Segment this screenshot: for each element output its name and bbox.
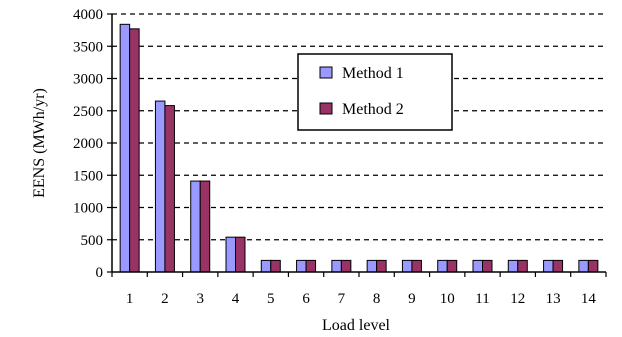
bar-series-2-cat-11 [482,259,493,273]
x-tick-label-10: 10 [440,291,455,307]
y-axis-label: EENS (MWh/yr) [31,88,48,198]
x-tick-label-2: 2 [161,291,169,307]
legend-swatch-method-2 [319,102,333,115]
bars [119,23,599,273]
x-tick-label-1: 1 [126,291,134,307]
bar-series-1-cat-9 [401,259,413,273]
x-tick-label-12: 12 [510,291,525,307]
bar-series-2-cat-10 [446,259,458,273]
y-tick-label-3500: 3500 [73,39,103,55]
bar-series-1-cat-3 [190,180,201,273]
x-tick-label-6: 6 [302,291,310,307]
bar-series-2-cat-13 [552,259,564,273]
legend-swatch-method-1 [319,66,333,79]
bar-series-2-cat-1 [129,28,140,273]
bar-series-1-cat-13 [543,259,554,273]
bar-series-2-cat-4 [235,236,246,273]
bar-series-2-cat-8 [376,259,387,273]
y-tick-label-2000: 2000 [73,136,103,152]
bar-series-1-cat-4 [225,236,236,273]
bar-series-2-cat-14 [587,259,599,273]
y-tick-label-1500: 1500 [73,168,103,184]
legend-label-method-2: Method 2 [342,101,404,118]
x-tick-label-8: 8 [373,291,381,307]
bar-series-1-cat-6 [296,259,307,273]
bar-series-2-cat-12 [517,259,528,273]
x-tick-label-13: 13 [546,291,561,307]
x-tick-label-14: 14 [581,291,597,307]
y-tick-label-0: 0 [96,265,104,281]
x-tick-label-11: 11 [475,291,489,307]
bar-series-1-cat-12 [507,259,519,273]
bar-series-1-cat-5 [260,259,272,273]
axes [107,13,607,277]
bar-series-2-cat-7 [340,259,352,273]
bar-series-1-cat-11 [472,259,483,273]
bar-series-1-cat-1 [119,23,131,273]
x-tick-label-7: 7 [338,291,346,307]
legend-label-method-1: Method 1 [342,65,404,82]
bar-series-2-cat-3 [199,180,211,273]
y-tick-label-1000: 1000 [73,201,103,217]
y-tick-label-3000: 3000 [73,72,103,88]
y-tick-label-2500: 2500 [73,104,103,120]
bar-series-1-cat-7 [331,259,342,273]
bar-series-2-cat-6 [305,259,317,273]
bar-series-2-cat-2 [164,105,175,273]
x-tick-label-5: 5 [267,291,275,307]
bar-series-1-cat-8 [366,259,378,273]
bar-series-2-cat-5 [270,259,281,273]
y-tick-label-4000: 4000 [73,7,103,23]
x-tick-label-3: 3 [196,291,204,307]
bar-series-1-cat-14 [578,259,589,273]
x-axis-label: Load level [322,317,391,334]
y-tick-label-500: 500 [81,233,104,249]
legend: Method 1 Method 2 [297,53,453,131]
bar-series-1-cat-10 [437,259,448,273]
bar-series-1-cat-2 [154,100,166,273]
x-tick-label-4: 4 [232,291,240,307]
x-tick-label-9: 9 [408,291,416,307]
bar-series-2-cat-9 [411,259,422,273]
